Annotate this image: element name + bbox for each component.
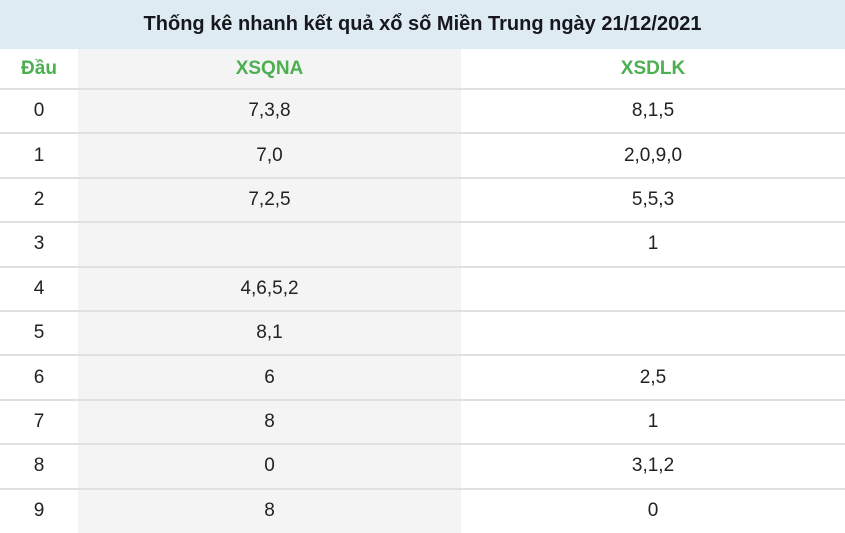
dau-cell: 9 [0, 487, 78, 533]
xsdlk-cell: 0 [461, 487, 845, 533]
title-bar: Thống kê nhanh kết quả xổ số Miền Trung … [0, 0, 845, 49]
table-row: 8 0 3,1,2 [0, 443, 845, 489]
table-row: 5 8,1 [0, 309, 845, 356]
xsqna-cell: 8 [78, 487, 461, 533]
xsqna-cell: 7,2,5 [78, 176, 461, 223]
xsqna-cell: 8,1 [78, 309, 461, 356]
table-row: 0 7,3,8 8,1,5 [0, 87, 845, 134]
xsdlk-cell [461, 309, 845, 356]
column-header-xsqna[interactable]: XSQNA [78, 49, 461, 89]
xsdlk-cell: 3,1,2 [461, 443, 845, 489]
column-header-dau: Đầu [0, 49, 78, 89]
table-row: 9 8 0 [0, 487, 845, 533]
xsdlk-cell: 2,0,9,0 [461, 132, 845, 178]
xsqna-cell: 7,3,8 [78, 87, 461, 134]
dau-cell: 2 [0, 176, 78, 223]
table-row: 3 1 [0, 221, 845, 267]
dau-cell: 7 [0, 398, 78, 445]
xsdlk-cell: 5,5,3 [461, 176, 845, 223]
xsqna-cell: 6 [78, 354, 461, 400]
table-row: 2 7,2,5 5,5,3 [0, 176, 845, 223]
xsqna-cell [78, 221, 461, 267]
dau-cell: 4 [0, 265, 78, 311]
column-header-xsdlk[interactable]: XSDLK [461, 49, 845, 89]
table-header-row: Đầu XSQNA XSDLK [0, 49, 845, 89]
dau-cell: 1 [0, 132, 78, 178]
xsdlk-cell: 2,5 [461, 354, 845, 400]
table-row: 1 7,0 2,0,9,0 [0, 132, 845, 178]
xsqna-cell: 4,6,5,2 [78, 265, 461, 311]
dau-cell: 0 [0, 87, 78, 134]
dau-cell: 5 [0, 309, 78, 356]
table-row: 7 8 1 [0, 398, 845, 445]
xsdlk-cell [461, 265, 845, 311]
xsdlk-cell: 1 [461, 221, 845, 267]
dau-cell: 6 [0, 354, 78, 400]
xsqna-cell: 7,0 [78, 132, 461, 178]
xsdlk-cell: 1 [461, 398, 845, 445]
table-row: 6 6 2,5 [0, 354, 845, 400]
dau-cell: 3 [0, 221, 78, 267]
page-title: Thống kê nhanh kết quả xổ số Miền Trung … [0, 0, 845, 49]
xsqna-cell: 8 [78, 398, 461, 445]
dau-cell: 8 [0, 443, 78, 489]
xsdlk-cell: 8,1,5 [461, 87, 845, 134]
xsqna-cell: 0 [78, 443, 461, 489]
table-row: 4 4,6,5,2 [0, 265, 845, 311]
